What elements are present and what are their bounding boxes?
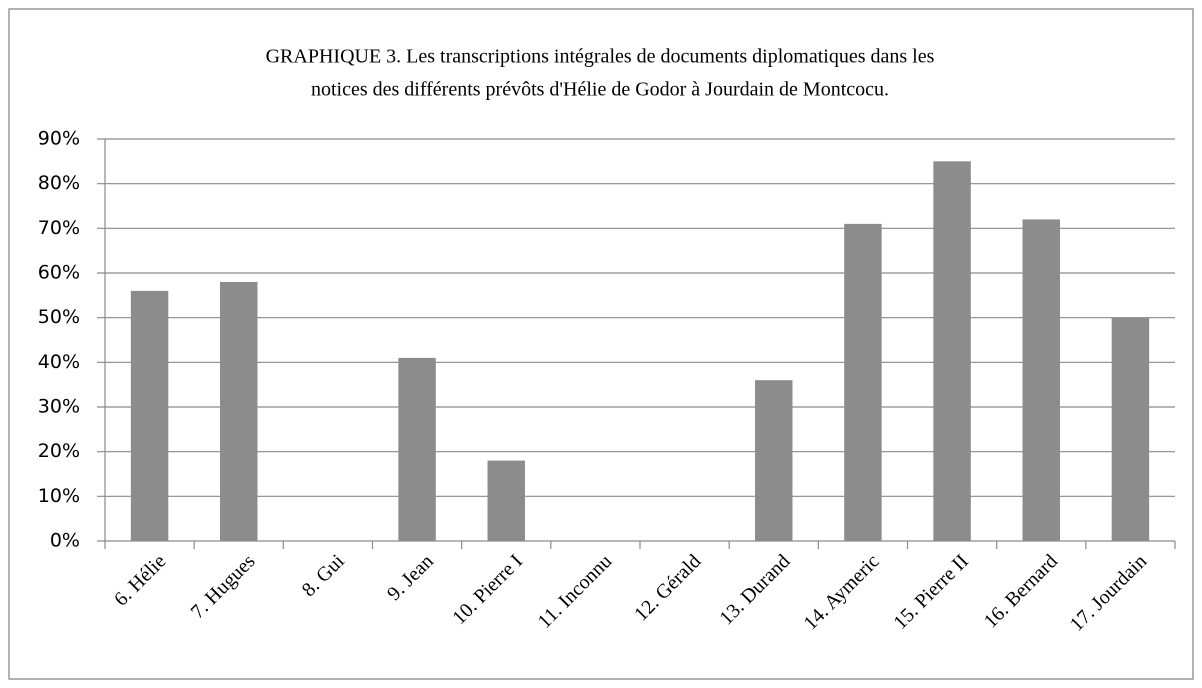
bar [933,161,971,542]
y-tick-label: 30% [38,396,80,418]
bar [1022,219,1060,541]
y-tick-label: 80% [38,172,80,194]
bar [755,380,793,541]
bar [130,290,169,541]
bar [398,357,436,541]
bar [487,460,525,541]
y-tick-label: 10% [38,485,80,507]
y-tick-label: 0% [50,530,80,552]
y-tick-label: 20% [38,440,80,462]
chart-frame [8,8,1194,680]
y-tick-label: 40% [38,351,80,373]
y-tick-label: 90% [38,128,80,150]
bar [220,281,258,541]
y-tick-label: 50% [38,306,80,328]
bar [1111,317,1150,541]
chart-title: GRAPHIQUE 3. Les transcriptions intégral… [266,46,935,68]
y-tick-label: 60% [38,262,80,284]
chart-title: notices des différents prévôts d'Hélie d… [311,79,889,101]
bar [844,223,882,541]
y-tick-label: 70% [38,217,80,239]
